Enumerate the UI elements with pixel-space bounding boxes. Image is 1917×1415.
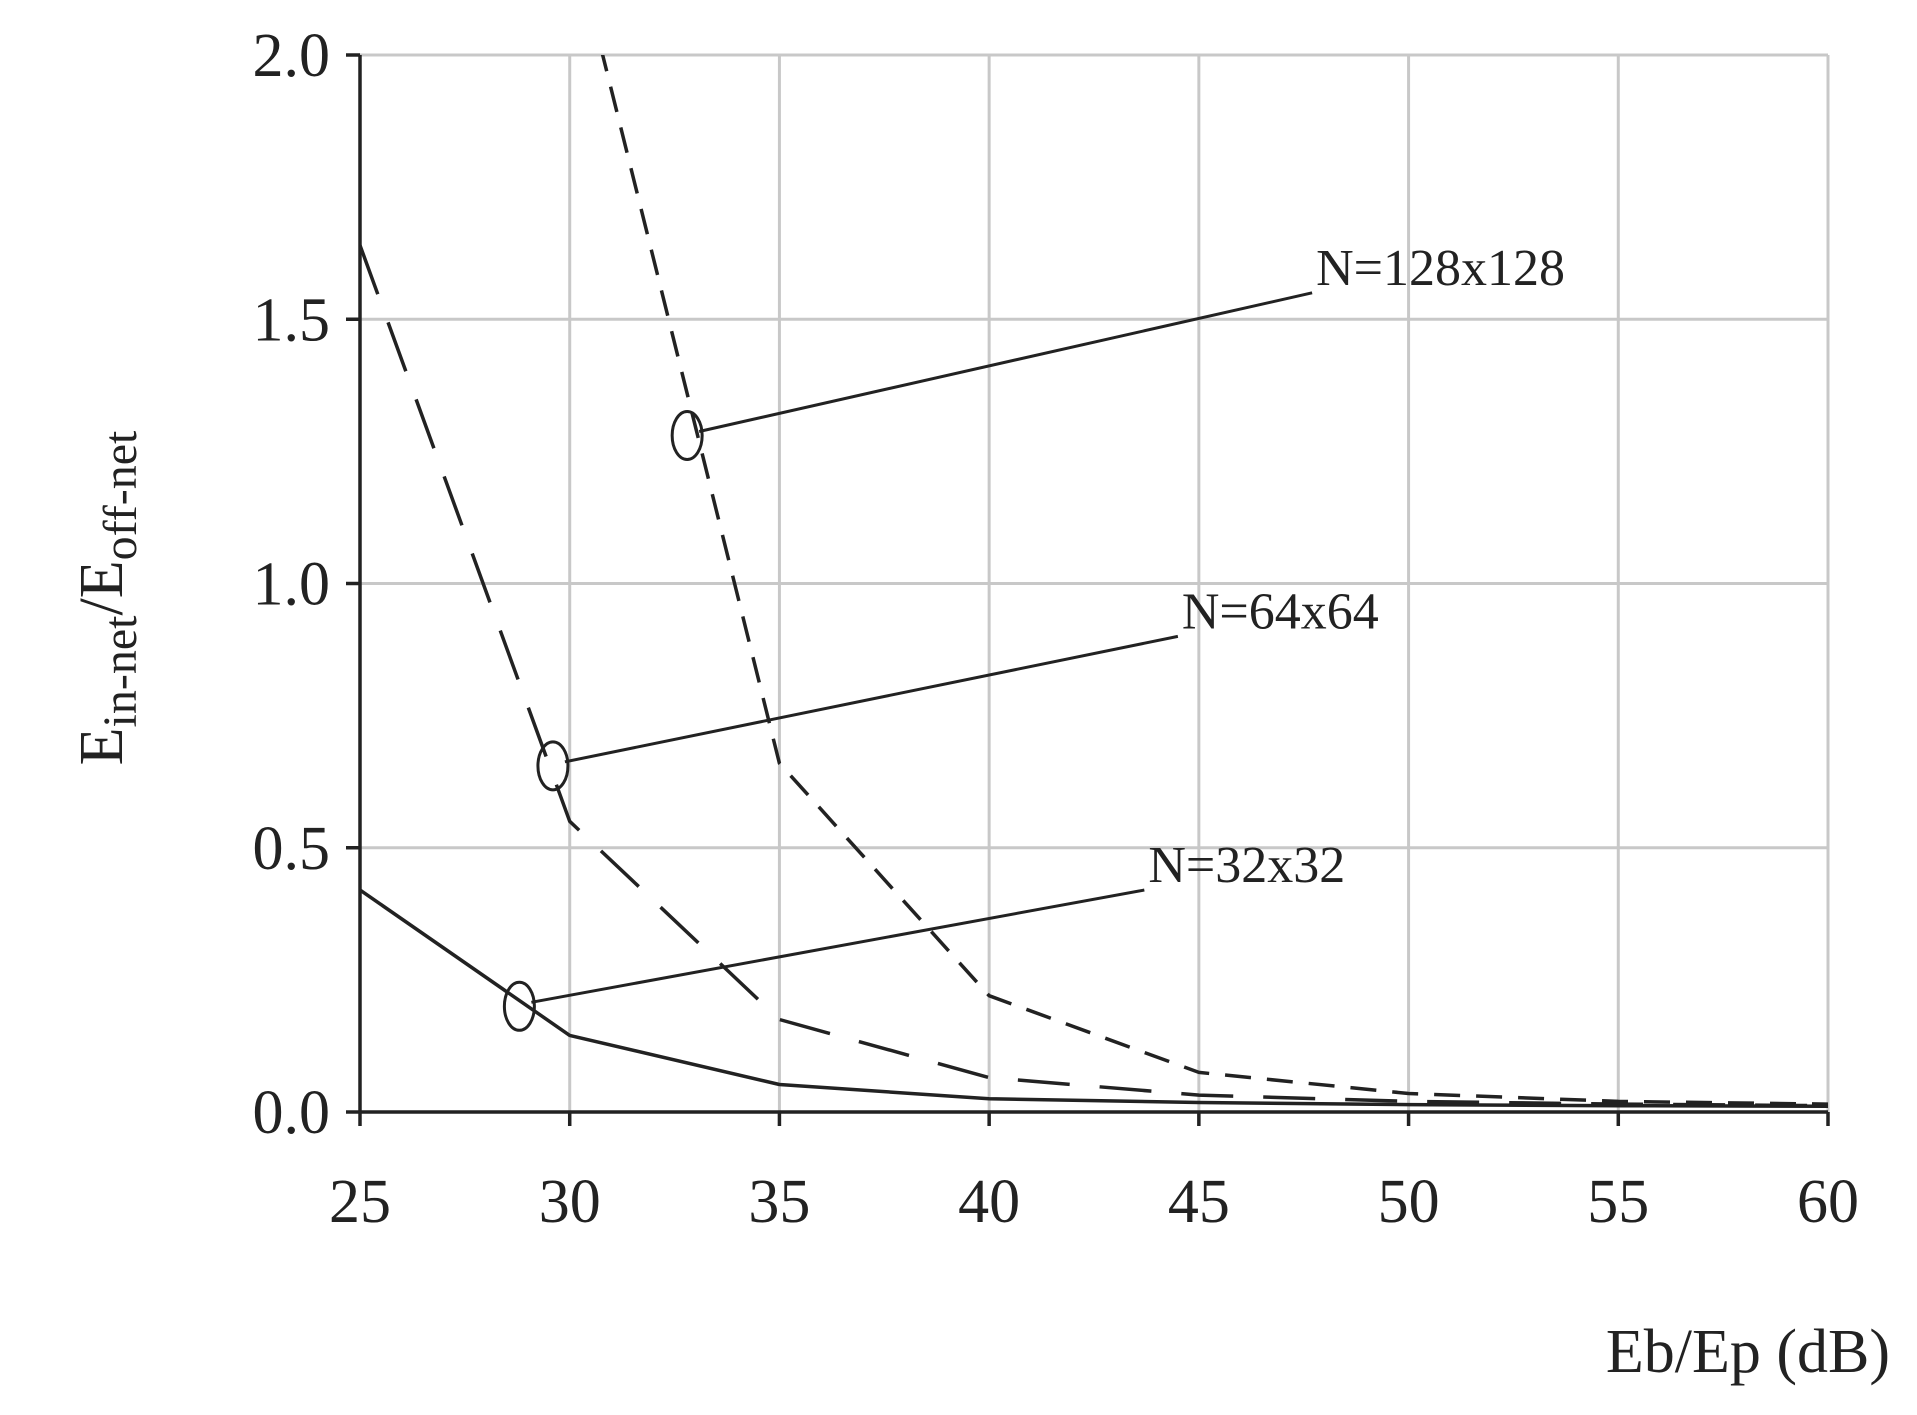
annotation-leader-N=64x64: [564, 634, 1179, 764]
annotation-marker-N=128x128: [670, 410, 704, 462]
annotation-leader-N=32x32: [531, 888, 1145, 1004]
x-tick-label-30: 30: [539, 1168, 601, 1236]
annotation-label-N=128x128: N=128x128: [1316, 240, 1565, 297]
y-tick-label-1.5: 1.5: [253, 286, 331, 354]
y-tick-label-1.0: 1.0: [253, 551, 331, 619]
series-line-N=64x64: [360, 244, 1828, 1108]
y-axis-title-sub2: off-net: [94, 430, 147, 560]
annotation-marker-N=32x32: [502, 980, 536, 1032]
series-line-N=128x128: [600, 55, 1828, 1106]
annotations: N=128x128 N=64x64 N=32x32: [502, 240, 1565, 1032]
axes: 0.0 0.5 1.0 1.5 2.0 25 30 35 40 45 50 55 60: [253, 22, 1860, 1236]
annotation-leader-N=128x128: [698, 291, 1313, 433]
x-axis-title: Eb/Ep (dB): [1606, 1318, 1890, 1386]
x-tick-label-60: 60: [1797, 1168, 1859, 1236]
x-tick-label-25: 25: [329, 1168, 391, 1236]
series-line-N=32x32: [360, 888, 1828, 1108]
grid-lines: [358, 53, 1830, 1114]
y-tick-label-2.0: 2.0: [253, 22, 331, 90]
annotation-marker-N=64x64: [536, 740, 570, 792]
x-tick-label-40: 40: [958, 1168, 1020, 1236]
x-tick-label-45: 45: [1168, 1168, 1230, 1236]
x-tick-label-55: 55: [1587, 1168, 1649, 1236]
y-axis-title-sub1: in-net: [94, 615, 147, 728]
series-lines: [360, 55, 1828, 1108]
annotation-label-N=32x32: N=32x32: [1148, 837, 1345, 894]
x-tick-label-35: 35: [748, 1168, 810, 1236]
y-axis-title: Ein-net/Eoff-net: [68, 430, 147, 765]
y-axis-title-slash: /E: [68, 560, 136, 615]
y-tick-label-0.5: 0.5: [253, 815, 331, 883]
annotation-label-N=64x64: N=64x64: [1182, 583, 1379, 640]
x-tick-label-50: 50: [1378, 1168, 1440, 1236]
y-tick-label-0.0: 0.0: [253, 1079, 331, 1147]
y-axis-title-main: E: [68, 727, 136, 765]
